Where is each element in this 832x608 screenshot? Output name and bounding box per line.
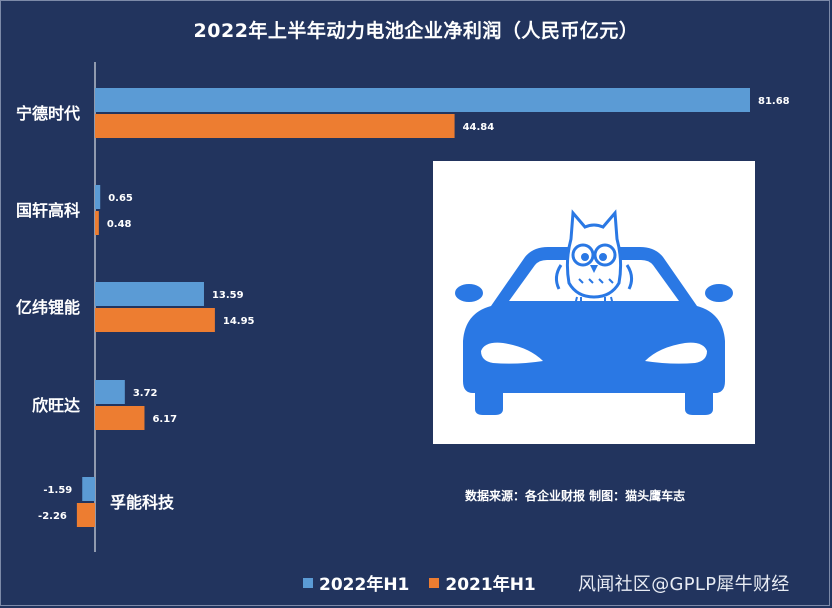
category-label: 亿纬锂能 <box>16 298 80 317</box>
data-label: 13.59 <box>212 290 244 301</box>
bar-2021 <box>95 308 215 332</box>
bar-2021 <box>95 114 455 138</box>
bar-2022 <box>95 88 750 112</box>
data-label: 81.68 <box>758 96 790 107</box>
legend-item-2022: 2022年H1 <box>303 570 409 595</box>
legend-swatch-2022 <box>303 577 313 588</box>
data-label: 0.48 <box>107 219 132 230</box>
bar-2021 <box>76 503 95 527</box>
legend-item-2021: 2021年H1 <box>429 570 536 595</box>
data-label: -1.59 <box>43 485 72 496</box>
bar-2021 <box>95 211 99 235</box>
data-label: 14.95 <box>223 316 255 327</box>
bar-2022 <box>95 185 101 209</box>
category-label: 欣旺达 <box>32 396 80 415</box>
bar-2021 <box>95 406 145 430</box>
legend-label-2022: 2022年H1 <box>319 575 410 595</box>
chart-title: 2022年上半年动力电池企业净利润（人民币亿元） <box>193 20 639 42</box>
owl-on-car-icon <box>455 209 733 415</box>
data-label: 44.84 <box>463 122 495 133</box>
category-label: 孚能科技 <box>110 493 175 512</box>
data-label: 6.17 <box>152 414 177 425</box>
legend-swatch-2021 <box>429 577 440 588</box>
legend: 2022年H1 2021年H1 <box>303 570 536 595</box>
category-label: 宁德时代 <box>16 104 80 123</box>
bar-2022 <box>95 282 204 306</box>
bar-2022 <box>95 380 125 404</box>
category-label: 国轩高科 <box>16 201 80 220</box>
bar-2022 <box>82 477 95 501</box>
data-label: 0.65 <box>108 193 133 204</box>
legend-label-2021: 2021年H1 <box>445 575 536 595</box>
logo-panel <box>433 161 755 444</box>
watermark: 风闻社区@GPLP犀牛财经 <box>578 574 790 595</box>
data-label: 3.72 <box>133 388 158 399</box>
source-note: 数据来源：各企业财报 制图：猫头鹰车志 <box>465 489 686 503</box>
data-label: -2.26 <box>38 511 67 522</box>
